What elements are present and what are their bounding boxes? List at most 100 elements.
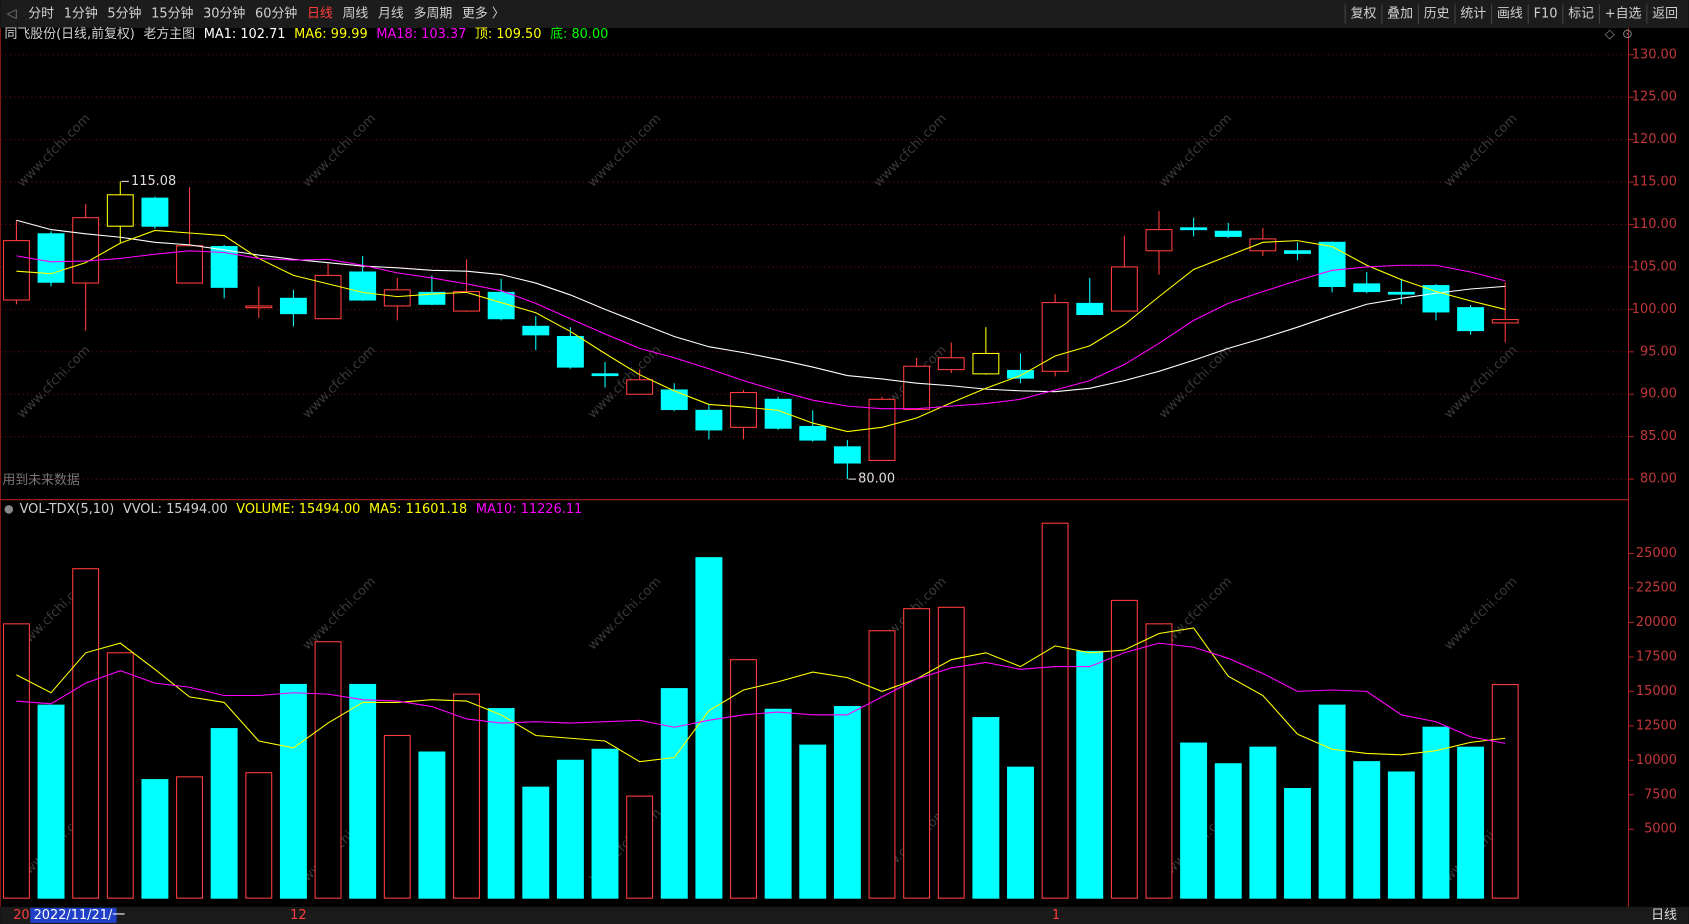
volume-bar (937, 606, 965, 899)
y-tick-label: 5000 (1644, 822, 1677, 837)
indicator-label: VVOL: 15494.00 (123, 502, 228, 517)
candle-body (349, 271, 377, 301)
y-tick-label: 120.00 (1632, 132, 1677, 147)
indicator-label: MA5: 11601.18 (369, 502, 467, 517)
period-tab[interactable]: 分时 (28, 7, 54, 22)
indicator-label: VOLUME: 15494.00 (236, 502, 360, 517)
candle-body (314, 274, 342, 320)
volume-bar (453, 693, 480, 899)
toolbar-button[interactable]: 标记 (1568, 7, 1594, 22)
volume-bar (522, 786, 550, 899)
volume-bar (1145, 623, 1173, 899)
y-tick-label: 10000 (1636, 753, 1677, 768)
y-tick-label: 95.00 (1640, 344, 1677, 359)
indicator-label: MA18: 103.37 (376, 27, 466, 42)
candle-body (1007, 369, 1034, 379)
toolbar-button[interactable]: +自选 (1605, 7, 1642, 22)
candle-body (764, 398, 792, 429)
candle-body (1249, 238, 1277, 252)
period-tab[interactable]: 15分钟 (151, 6, 193, 22)
candle-body (833, 446, 861, 464)
candle-body (1353, 283, 1381, 293)
volume-bar (72, 568, 100, 899)
volume-bar (279, 683, 307, 899)
toolbar-button[interactable]: F10 (1534, 7, 1558, 22)
candle-body (972, 352, 1000, 375)
y-tick-label: 17500 (1636, 649, 1677, 664)
icon[interactable]: ⊙ (1622, 27, 1633, 42)
volume-bar (1007, 766, 1034, 899)
indicator-label: VOL-TDX(5,10) (20, 502, 115, 517)
period-tab[interactable]: 30分钟 (203, 6, 245, 22)
candle-body (695, 409, 723, 431)
period-tab[interactable]: 周线 (343, 7, 369, 22)
toolbar-button[interactable]: 返回 (1652, 7, 1678, 22)
candle-body (1422, 285, 1450, 313)
period-tab[interactable]: 1分钟 (64, 6, 98, 22)
ma-line (16, 219, 1506, 393)
x-tick-label: 20 (13, 908, 29, 923)
volume-bar (1457, 746, 1485, 899)
volume-bar (1110, 599, 1138, 899)
volume-bar (2, 623, 30, 899)
ma-line (16, 627, 1506, 763)
volume-bar (487, 708, 515, 899)
candle-body (1387, 291, 1415, 295)
candle-body (1145, 229, 1173, 252)
y-tick-label: 125.00 (1632, 90, 1677, 105)
indicator-label: 顶: 109.50 (475, 27, 542, 42)
period-tab[interactable]: 月线 (378, 7, 404, 22)
candle-body (141, 197, 169, 227)
candle-body (2, 240, 30, 301)
period-tab[interactable]: 更多 〉 (462, 7, 505, 22)
vol-icon[interactable] (4, 505, 14, 514)
volume-bar (418, 751, 446, 899)
ma-line (16, 229, 1506, 433)
note: 用到未来数据 (2, 473, 80, 488)
y-tick-label: 80.00 (1640, 472, 1677, 487)
volume-bar (1180, 742, 1208, 899)
toolbar-button[interactable]: 统计 (1460, 7, 1486, 22)
x-tick-label: 12 (290, 908, 306, 923)
period-tab[interactable]: 多周期 (414, 7, 453, 22)
toolbar-button[interactable]: 历史 (1424, 7, 1450, 22)
y-tick-label: 15000 (1636, 684, 1677, 699)
volume-bar (833, 706, 861, 899)
y-tick-label: 85.00 (1640, 429, 1677, 444)
cursor-date-bg (30, 907, 117, 923)
volume-bar (799, 744, 827, 899)
volume-bar (106, 652, 134, 899)
period-tab[interactable]: 60分钟 (255, 6, 297, 22)
candle-body (1180, 227, 1208, 231)
period-tab[interactable]: 5分钟 (107, 6, 141, 22)
indicator-label: 同飞股份(日线,前复权) (5, 26, 135, 42)
volume-bar (176, 776, 204, 899)
candle-body (730, 391, 757, 428)
volume-bar (1387, 771, 1415, 899)
toolbar-button[interactable]: 画线 (1497, 7, 1523, 22)
candle-body (1457, 307, 1485, 332)
volume-bar (141, 779, 169, 899)
volume-bar (314, 641, 342, 899)
volume-bar (1422, 726, 1450, 899)
candle-body (1491, 319, 1519, 324)
candle-body (383, 289, 411, 307)
y-tick-label: 105.00 (1632, 259, 1677, 274)
candle-body (868, 398, 896, 461)
volume-bar (903, 608, 931, 899)
candle-body (37, 233, 65, 283)
volume-bar (730, 659, 757, 899)
period-tab[interactable]: 日线 (307, 7, 333, 22)
icon[interactable]: ◇ (1605, 27, 1615, 42)
volume-bar (972, 717, 1000, 899)
candle-body (1214, 230, 1242, 237)
candle-body (1041, 302, 1069, 372)
x-tick-label: 1 (1052, 908, 1060, 923)
indicator-label: MA10: 11226.11 (476, 502, 582, 517)
toolbar-button[interactable]: 复权 (1351, 6, 1377, 22)
volume-bar (383, 734, 411, 899)
toolbar-arrow[interactable]: ◁ (7, 7, 17, 22)
candle-body (799, 425, 827, 441)
toolbar-button[interactable]: 叠加 (1387, 7, 1413, 22)
